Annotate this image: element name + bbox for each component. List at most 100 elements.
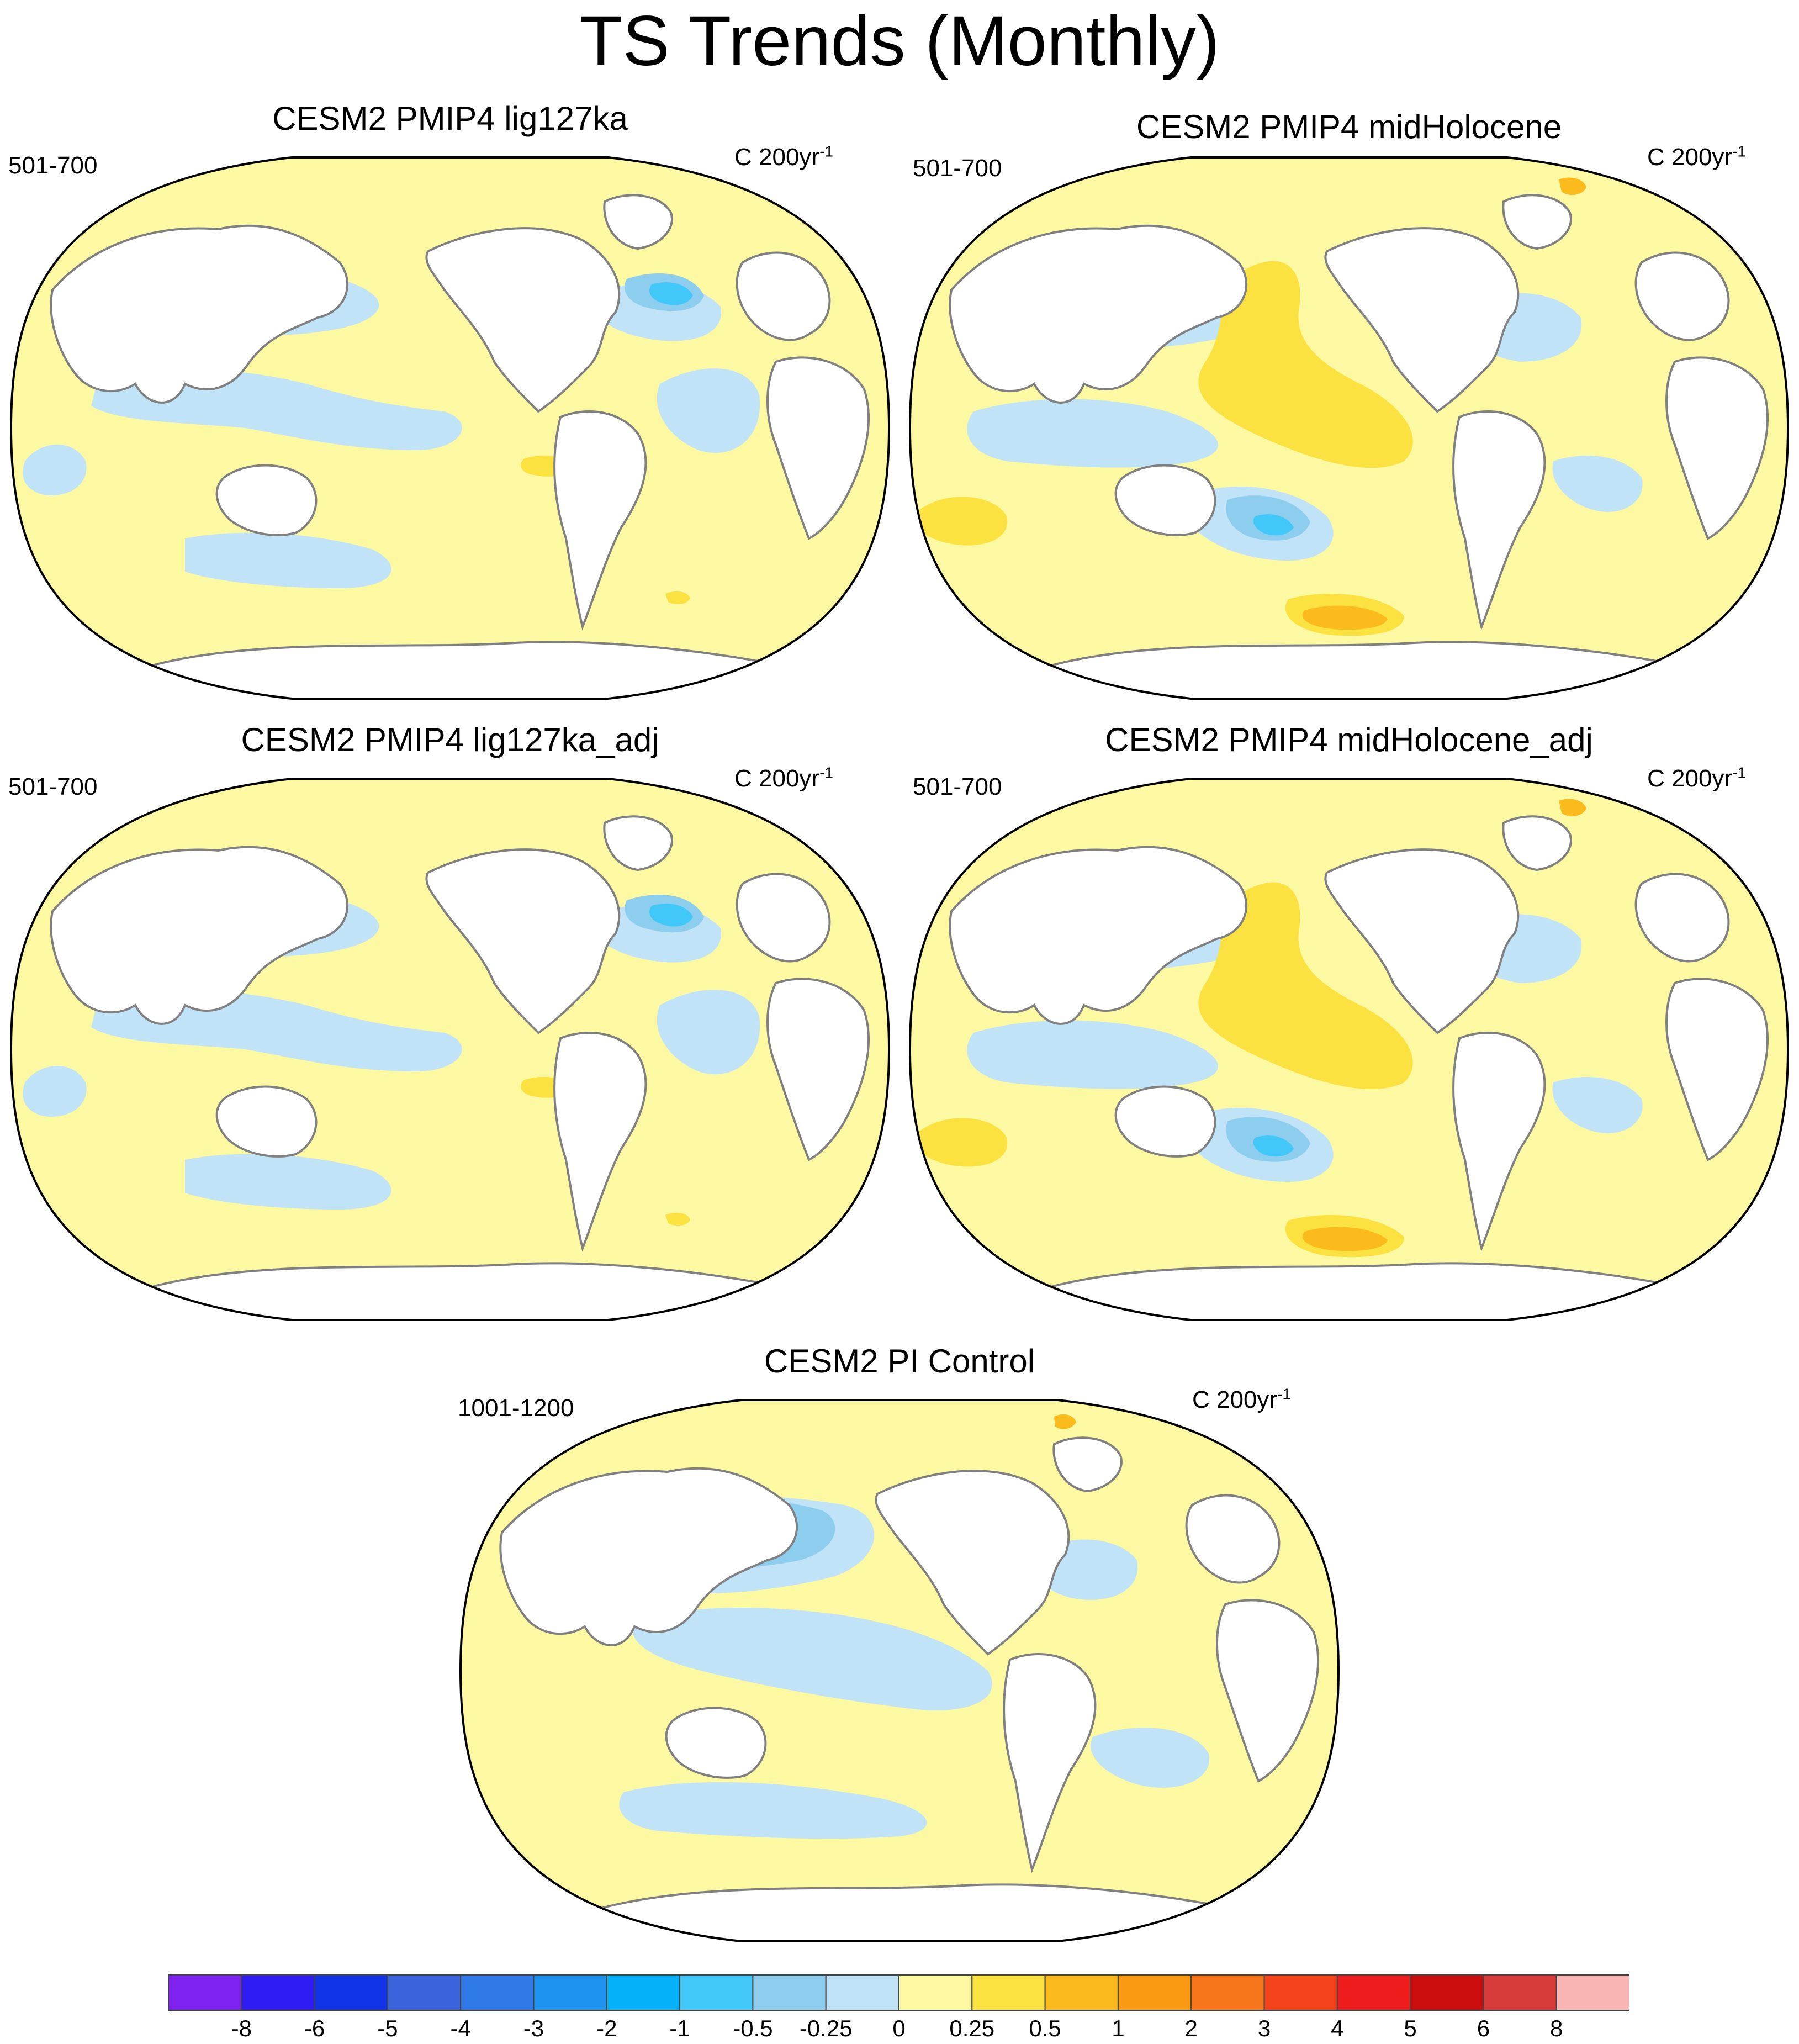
africa-landmass	[766, 356, 870, 540]
asia-landmass	[50, 224, 349, 404]
anomaly-region-cool_1	[967, 1020, 1219, 1089]
colorbar-swatch	[241, 1974, 315, 2011]
europe-landmass	[1185, 1494, 1281, 1584]
anomaly-region-warm_1	[917, 497, 1008, 546]
anomaly-region-cool_3	[649, 282, 693, 305]
anomaly-region-warm_2	[1054, 1414, 1076, 1429]
anomaly-region-warm_1	[665, 591, 690, 605]
asia-landmass	[50, 846, 349, 1025]
greenland-landmass	[603, 815, 673, 872]
colorbar-tick-label: -8	[231, 2015, 252, 2041]
antarctica-landmass	[600, 1883, 1232, 1941]
colorbar-swatch	[752, 1974, 827, 2011]
anomaly-region-cool_1	[185, 532, 391, 588]
europe-landmass	[1634, 251, 1730, 341]
globe-map	[459, 1399, 1340, 1942]
south-america-landmass	[553, 410, 647, 631]
anomaly-region-cool_1	[657, 368, 760, 453]
greenland-landmass	[1052, 1436, 1123, 1493]
colorbar-tick-label: 3	[1257, 2015, 1271, 2041]
units-exponent: -1	[819, 142, 833, 160]
australia-landmass	[1114, 464, 1216, 536]
colorbar-swatch	[168, 1974, 242, 2011]
globe-map	[9, 156, 891, 700]
antarctica-landmass	[151, 1262, 782, 1320]
period-label: 501-700	[913, 773, 1002, 800]
colorbar-tick-label: 0.25	[949, 2015, 995, 2041]
south-america-landmass	[1452, 410, 1546, 631]
colorbar-tick-label: -3	[523, 2015, 544, 2041]
units-exponent: -1	[819, 764, 833, 781]
africa-landmass	[1665, 978, 1769, 1161]
map-boundary	[459, 1399, 1340, 1942]
africa-landmass	[1216, 1599, 1320, 1783]
colorbar-tick-label: -2	[596, 2015, 617, 2041]
panel-title: CESM2 PMIP4 lig127ka	[272, 100, 628, 137]
units-label: C 200yr-1	[1647, 765, 1746, 793]
australia-landmass	[1114, 1085, 1216, 1158]
colorbar-swatch	[1410, 1974, 1484, 2011]
colorbar-tick-label: 8	[1550, 2015, 1563, 2041]
anomaly-region-warm_2	[1302, 1227, 1388, 1251]
anomaly-region-cool_1	[632, 1608, 992, 1710]
units-text: C 200yr	[1647, 765, 1733, 792]
antarctica-landmass	[1050, 1262, 1681, 1320]
units-text: C 200yr	[1192, 1386, 1278, 1413]
australia-landmass	[215, 1085, 318, 1158]
units-label: C 200yr-1	[1192, 1386, 1291, 1414]
anomaly-region-cool_1	[91, 369, 462, 450]
globe-map	[908, 778, 1790, 1321]
colorbar-labels: -8 -6 -5 -4 -3 -2 -1 -0.5 -0.25 0 0.25 0.5 1 2 3 4 5 6 8	[168, 2015, 1629, 2042]
units-text: C 200yr	[734, 144, 820, 171]
period-label: 501-700	[8, 152, 98, 179]
australia-landmass	[665, 1707, 767, 1779]
colorbar-tick-label: 6	[1477, 2015, 1490, 2041]
antarctica-landmass	[151, 641, 782, 699]
asia-landmass	[949, 224, 1248, 404]
north-america-landmass	[875, 1470, 1070, 1656]
figure-title: TS Trends (Monthly)	[579, 2, 1220, 81]
colorbar-tick-label: -0.25	[799, 2015, 853, 2041]
anomaly-region-warm_2	[1559, 177, 1586, 196]
south-america-landmass	[1452, 1032, 1546, 1252]
colorbar-swatch	[1336, 1974, 1411, 2011]
colorbar-swatch	[825, 1974, 900, 2011]
map-panel-lig127ka_adj: CESM2 PMIP4 lig127ka_adj 501-700 C 200yr-1	[0, 721, 900, 1334]
colorbar	[168, 1974, 1629, 2011]
units-text: C 200yr	[734, 765, 820, 792]
north-america-landmass	[425, 848, 621, 1034]
panel-title: CESM2 PMIP4 midHolocene	[1136, 108, 1562, 145]
africa-landmass	[1665, 356, 1769, 540]
map-boundary	[908, 778, 1790, 1321]
asia-landmass	[499, 1467, 798, 1646]
australia-landmass	[215, 464, 318, 536]
period-label: 1001-1200	[458, 1395, 574, 1422]
panel-title: CESM2 PI Control	[764, 1343, 1035, 1380]
units-label: C 200yr-1	[1647, 144, 1746, 171]
anomaly-region-cool_1	[91, 990, 462, 1071]
period-label: 501-700	[913, 155, 1002, 182]
asia-landmass	[949, 846, 1248, 1025]
panel-title: CESM2 PMIP4 lig127ka_adj	[241, 721, 659, 758]
anomaly-region-cool_3	[649, 904, 693, 927]
units-text: C 200yr	[1647, 144, 1733, 171]
south-america-landmass	[553, 1032, 647, 1252]
greenland-landmass	[603, 194, 673, 250]
anomaly-region-warm_2	[1559, 799, 1586, 817]
anomaly-region-cool_1	[1091, 1728, 1210, 1788]
colorbar-swatch	[1263, 1974, 1338, 2011]
anomaly-region-warm_1	[665, 1212, 690, 1226]
south-america-landmass	[1003, 1653, 1097, 1873]
colorbar-swatch	[971, 1974, 1046, 2011]
units-exponent: -1	[1732, 764, 1746, 781]
colorbar-swatch	[460, 1974, 535, 2011]
map-panel-midHolocene: CESM2 PMIP4 midHolocene 501-700 C 200yr-1	[899, 99, 1799, 712]
colorbar-tick-label: -1	[669, 2015, 690, 2041]
anomaly-region-cool_1	[1552, 456, 1643, 512]
colorbar-swatch	[898, 1974, 973, 2011]
colorbar-swatch	[679, 1974, 754, 2011]
colorbar-swatch	[314, 1974, 388, 2011]
colorbar-tick-label: 1	[1112, 2015, 1125, 2041]
map-boundary	[908, 156, 1790, 700]
anomaly-region-cool_1	[619, 1782, 927, 1839]
